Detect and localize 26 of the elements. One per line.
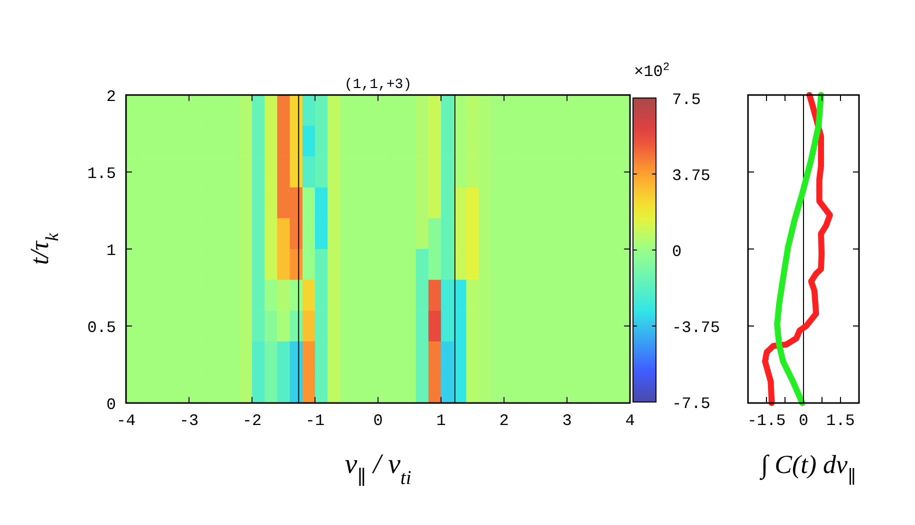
x-axis-title: v$_{∥}$ / v$_{ti}$ — [344, 449, 412, 488]
x-tick-label: -2 — [242, 412, 262, 430]
color-bar-label: 3.75 — [672, 167, 710, 185]
color-bar-label: 0 — [672, 243, 682, 261]
color-bar-title: ×10$^{2}$ — [634, 62, 670, 81]
x-tick-label: 0 — [798, 412, 808, 430]
chart-title: (1,1,+3) — [344, 77, 412, 93]
color-bar-label: -7.5 — [672, 395, 710, 413]
x-tick-label: -1.5 — [747, 412, 786, 430]
color-bar-label: -3.75 — [672, 319, 720, 337]
x-axis-title: ∫ C(t) dv$_{∥}$ — [759, 450, 856, 487]
x-tick-label: 2 — [499, 412, 509, 430]
y-tick-label: 2 — [106, 88, 116, 106]
y-tick-label: 1 — [106, 242, 116, 260]
y-tick-label: 1.5 — [87, 165, 116, 183]
y-tick-label: 0 — [106, 396, 116, 414]
x-tick-label: -1 — [305, 412, 325, 430]
x-tick-label: -4 — [116, 412, 136, 430]
y-tick-label: 0.5 — [87, 319, 116, 337]
color-bar-label: 7.5 — [672, 91, 701, 109]
x-tick-label: 4 — [625, 412, 635, 430]
x-tick-label: 1.5 — [826, 412, 855, 430]
x-tick-label: 3 — [562, 412, 572, 430]
x-tick-label: -3 — [179, 412, 199, 430]
x-tick-label: 1 — [436, 412, 446, 430]
x-tick-label: 0 — [373, 412, 383, 430]
